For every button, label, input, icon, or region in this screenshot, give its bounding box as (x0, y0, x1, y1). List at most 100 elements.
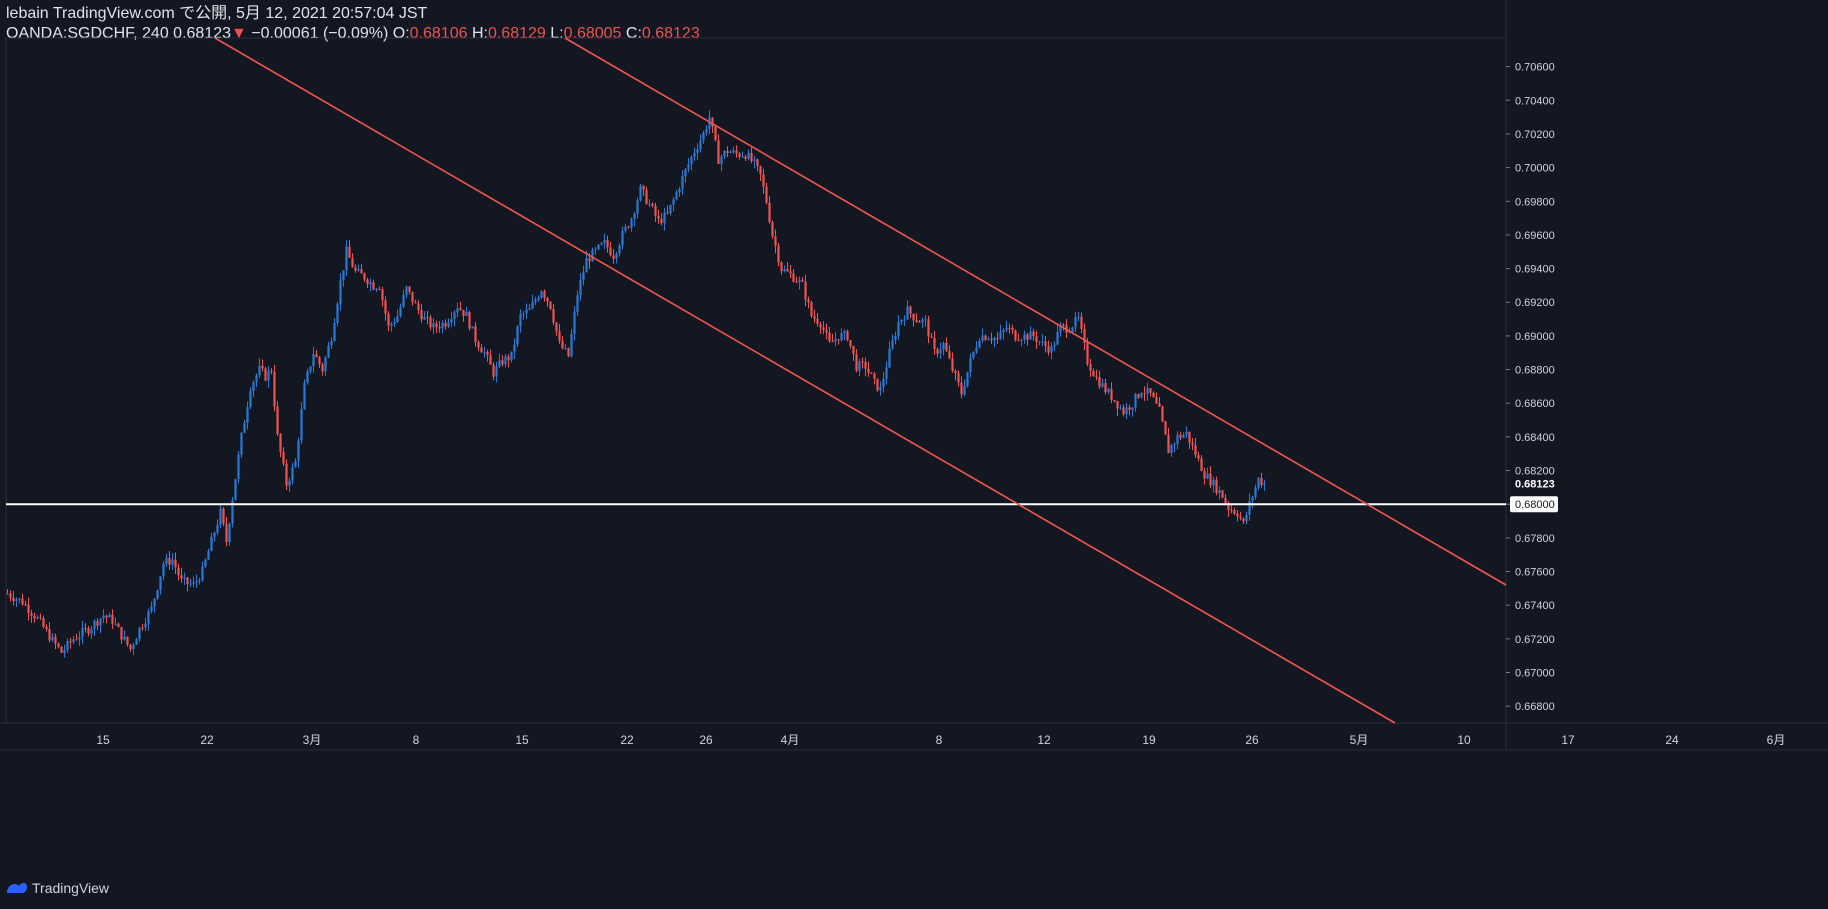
candle-body (909, 306, 912, 314)
candle-body (168, 557, 171, 565)
candle-body (396, 316, 399, 323)
candle-body (495, 366, 498, 377)
y-tick-label: 0.69000 (1515, 331, 1555, 343)
candle-body (756, 159, 759, 166)
candle-body (1173, 443, 1176, 446)
candle-body (630, 219, 633, 228)
candle-body (1062, 324, 1065, 326)
candle-body (1020, 339, 1023, 341)
candle-body (696, 149, 699, 153)
candle-body (642, 185, 645, 190)
candle-body (99, 618, 102, 626)
candle-body (201, 566, 204, 581)
candle-body (1209, 473, 1212, 486)
candle-body (1230, 509, 1233, 511)
candle-body (369, 282, 372, 285)
candle-body (1011, 328, 1014, 331)
candle-body (519, 313, 522, 327)
candle-body (312, 354, 315, 367)
candle-body (153, 598, 156, 607)
candle-body (939, 349, 942, 354)
candle-body (879, 387, 882, 391)
candle-body (1029, 331, 1032, 340)
candle-body (177, 567, 180, 576)
candle-body (555, 322, 558, 332)
candle-body (273, 371, 276, 407)
hline-price-box (1510, 496, 1558, 513)
candle-body (351, 257, 354, 268)
candle-body (1119, 407, 1122, 409)
candle-body (888, 348, 891, 368)
candle-body (411, 291, 414, 303)
candle-body (1128, 407, 1131, 410)
candle-body (492, 364, 495, 377)
candle-body (81, 628, 84, 638)
candle-body (375, 289, 378, 291)
candle-body (288, 480, 291, 486)
candle-body (552, 308, 555, 323)
candle-body (834, 339, 837, 342)
y-tick-label: 0.70400 (1515, 95, 1555, 107)
candle-body (915, 320, 918, 322)
x-tick-label: 15 (515, 733, 529, 747)
candle-body (144, 623, 147, 628)
candle-body (78, 637, 81, 640)
candle-body (24, 604, 27, 606)
candle-body (705, 128, 708, 133)
candle-body (102, 615, 105, 619)
candle-body (852, 345, 855, 355)
candle-body (1008, 327, 1011, 329)
candle-body (468, 311, 471, 329)
candle-body (678, 189, 681, 193)
candle-body (1026, 334, 1029, 340)
candle-body (1017, 340, 1020, 342)
x-tick-label: 22 (200, 733, 214, 747)
candle-body (378, 289, 381, 291)
candle-body (462, 310, 465, 317)
candle-body (243, 422, 246, 433)
candle-body (654, 205, 657, 216)
candle-body (1032, 331, 1035, 337)
candle-body (621, 230, 624, 246)
candle-body (390, 323, 393, 326)
x-tick-label: 26 (699, 733, 713, 747)
candle-body (681, 176, 684, 190)
candle-body (336, 304, 339, 323)
candle-body (789, 271, 792, 274)
y-tick-label: 0.69400 (1515, 264, 1555, 276)
candle-body (1038, 341, 1041, 343)
candle-body (1218, 490, 1221, 493)
candle-body (645, 189, 648, 204)
tradingview-icon (7, 883, 27, 893)
candle-body (1068, 332, 1071, 334)
candle-body (186, 577, 189, 584)
candle-body (1206, 473, 1209, 479)
candle-body (810, 302, 813, 317)
candle-body (1005, 327, 1008, 330)
candle-body (513, 344, 516, 352)
candle-body (591, 249, 594, 262)
candle-body (420, 310, 423, 320)
candle-body (1122, 407, 1125, 415)
candle-body (333, 322, 336, 341)
candle-body (633, 213, 636, 220)
candle-body (1023, 334, 1026, 340)
tradingview-brand: TradingView (32, 880, 110, 896)
candle-body (900, 319, 903, 322)
candle-body (1086, 342, 1089, 365)
candle-body (822, 327, 825, 330)
candle-body (1095, 376, 1098, 378)
candle-body (219, 508, 222, 525)
candle-body (894, 336, 897, 341)
candle-body (1221, 490, 1224, 498)
candle-body (324, 357, 327, 372)
candle-body (1191, 442, 1194, 446)
candle-body (1071, 327, 1074, 333)
candle-body (39, 616, 42, 619)
candle-body (1257, 477, 1260, 488)
candle-body (714, 126, 717, 141)
tradingview-logo[interactable]: TradingView (6, 880, 109, 896)
candle-body (711, 117, 714, 127)
candle-body (684, 169, 687, 177)
